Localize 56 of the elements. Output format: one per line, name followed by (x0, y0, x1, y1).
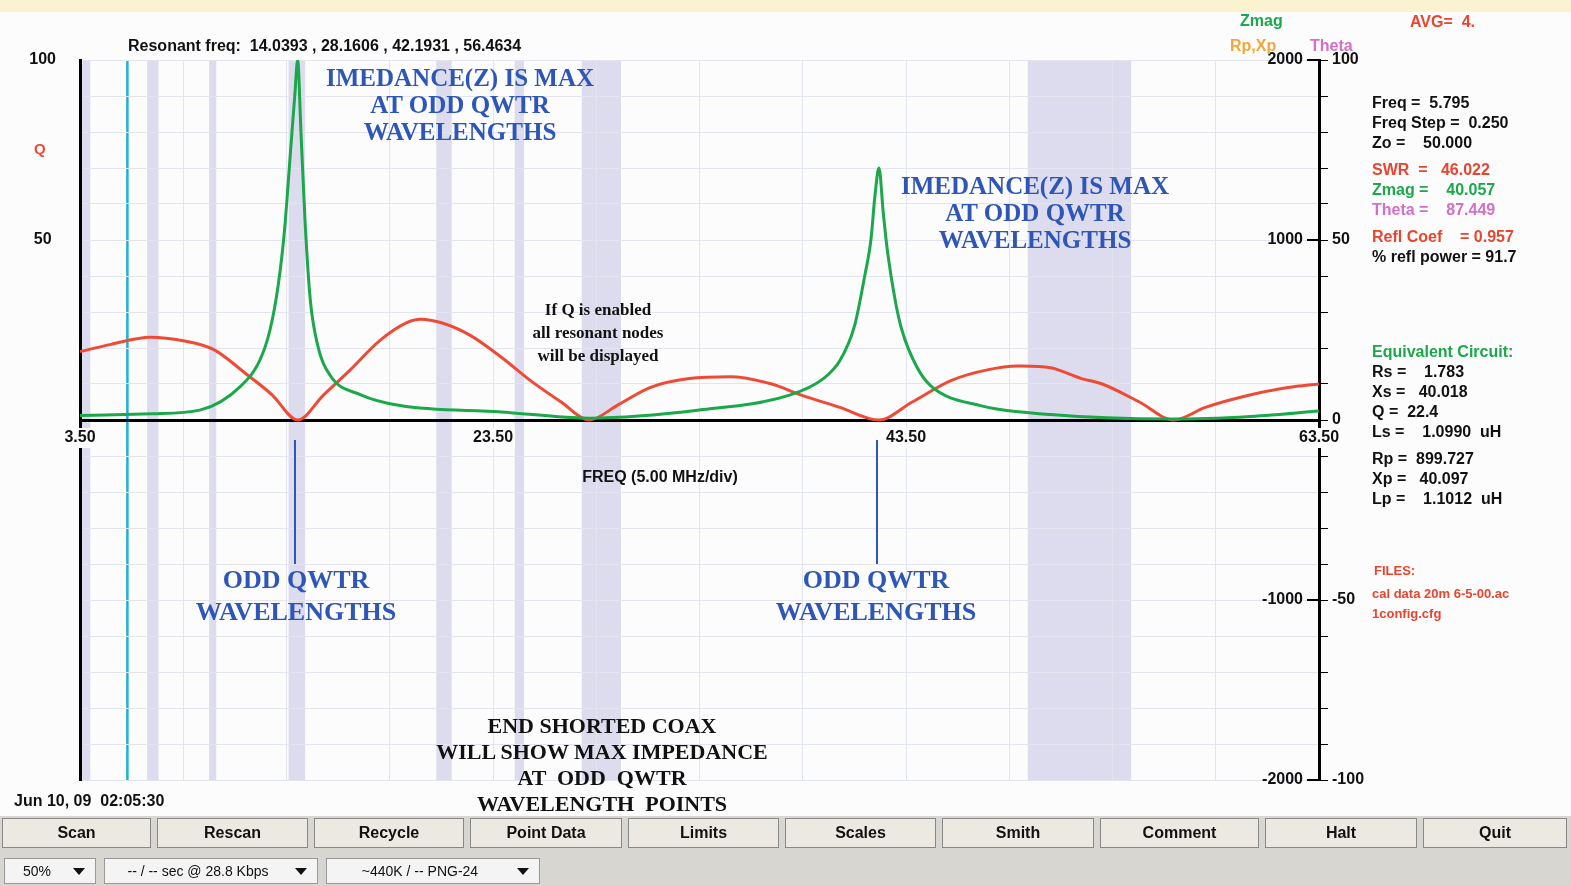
dropdown: -- / -- sec @ 28.8 Kbps (104, 858, 318, 884)
y3-tick-label: 0 (1332, 410, 1341, 428)
button: Point Data (470, 818, 622, 848)
y3-tick-label: 50 (1332, 230, 1350, 248)
text: Freq Step = 0.250 (1372, 113, 1509, 133)
annotation: ODD QWTR WAVELENGTHS (775, 564, 977, 628)
button: Smith (942, 818, 1094, 848)
annotation: END SHORTED COAX WILL SHOW MAX IMPEDANCE AT ODD QWTR WAVELENGTH POINTS (436, 713, 768, 817)
text: Xs = 40.018 (1372, 382, 1468, 402)
text: Equivalent Circuit: (1372, 342, 1514, 362)
y3-tick-label: -50 (1332, 590, 1356, 608)
text: Rs = 1.783 (1372, 362, 1465, 382)
x-tick-label: 63.50 (1298, 428, 1340, 446)
x-tick-label: 3.50 (64, 428, 96, 446)
text: Rp = 899.727 (1372, 449, 1474, 469)
button: Comment (1100, 818, 1259, 848)
button: Rescan (157, 818, 308, 848)
y2-tick-label: 1000 (1267, 230, 1304, 248)
text: Zo = 50.000 (1372, 133, 1473, 153)
annotation: If Q is enabled all resonant nodes will be displayed (532, 299, 664, 367)
y-axis-title: Q (34, 140, 46, 157)
y2-tick-label: -1000 (1262, 590, 1304, 608)
text: SWR = 46.022 (1372, 160, 1490, 180)
button: Scan (2, 818, 151, 848)
button: Halt (1265, 818, 1417, 848)
text: Ls = 1.0990 uH (1372, 422, 1502, 442)
text: Zmag = 40.057 (1372, 180, 1496, 200)
text: Q = 22.4 (1372, 402, 1439, 422)
button: Scales (785, 818, 936, 848)
annotation: ODD QWTR WAVELENGTHS (195, 564, 397, 628)
text: Jun 10, 09 02:05:30 (14, 791, 165, 811)
button: Limits (628, 818, 779, 848)
line-series (80, 317, 1319, 422)
text: FILES: (1374, 562, 1416, 580)
chart-title: Resonant freq: 14.0393 , 28.1606 , 42.1931 , 56.4634 (128, 37, 522, 55)
text: Zmag (1240, 12, 1283, 30)
annotation: IMEDANCE(Z) IS MAX AT ODD QWTR WAVELENGTHS (900, 172, 1170, 253)
x-tick-label: 43.50 (885, 428, 927, 446)
text: Refl Coef = 0.957 (1372, 227, 1514, 247)
y2-tick-label: -2000 (1262, 770, 1304, 788)
button: Quit (1423, 818, 1567, 848)
x-tick-label: 23.50 (472, 428, 514, 446)
dropdown: 50% (4, 858, 96, 884)
text: Xp = 40.097 (1372, 469, 1469, 489)
text: % refl power = 91.7 (1372, 247, 1517, 267)
text: 1config.cfg (1372, 605, 1442, 623)
text: Theta = 87.449 (1372, 200, 1496, 220)
annotation: IMEDANCE(Z) IS MAX AT ODD QWTR WAVELENGTHS (325, 64, 595, 145)
x-axis-title: FREQ (5.00 MHz/div) (582, 468, 738, 486)
text: Lp = 1.1012 uH (1372, 489, 1503, 509)
text: Freq = 5.795 (1372, 93, 1470, 113)
text: AVG= 4. (1410, 12, 1476, 32)
button: Recycle (314, 818, 464, 848)
dropdown: ~440K / -- PNG-24 (326, 858, 540, 884)
text: cal data 20m 6-5-00.ac (1372, 585, 1510, 603)
y3-tick-label: -100 (1332, 770, 1365, 788)
